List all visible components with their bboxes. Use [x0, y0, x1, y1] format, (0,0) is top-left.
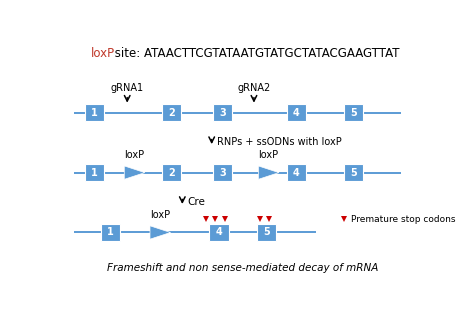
Polygon shape	[150, 226, 171, 239]
FancyBboxPatch shape	[287, 164, 306, 181]
Text: 1: 1	[91, 108, 98, 118]
Text: 1: 1	[107, 227, 114, 238]
Text: 5: 5	[264, 227, 270, 238]
Text: 4: 4	[216, 227, 222, 238]
Text: loxP: loxP	[259, 150, 279, 160]
Text: gRNA2: gRNA2	[237, 83, 271, 93]
FancyBboxPatch shape	[101, 224, 120, 241]
Text: 4: 4	[293, 108, 300, 118]
Text: gRNA1: gRNA1	[110, 83, 144, 93]
Text: 3: 3	[219, 168, 226, 178]
Text: site: ATAACTTCGTATAATGTATGCTATACGAAGTTAT: site: ATAACTTCGTATAATGTATGCTATACGAAGTTAT	[111, 47, 400, 60]
Text: Premature stop codons: Premature stop codons	[351, 215, 456, 224]
Text: 4: 4	[293, 168, 300, 178]
FancyBboxPatch shape	[344, 164, 363, 181]
FancyBboxPatch shape	[257, 224, 276, 241]
FancyBboxPatch shape	[213, 164, 232, 181]
Polygon shape	[258, 166, 279, 179]
FancyBboxPatch shape	[287, 104, 306, 121]
Text: loxP: loxP	[150, 210, 170, 220]
Text: loxP: loxP	[91, 47, 115, 60]
FancyBboxPatch shape	[84, 104, 104, 121]
FancyBboxPatch shape	[162, 104, 181, 121]
FancyBboxPatch shape	[210, 224, 228, 241]
FancyBboxPatch shape	[213, 104, 232, 121]
Polygon shape	[124, 166, 145, 179]
Text: 2: 2	[168, 108, 174, 118]
Text: Frameshift and non sense-mediated decay of mRNA: Frameshift and non sense-mediated decay …	[107, 263, 379, 273]
Text: loxP: loxP	[125, 150, 145, 160]
Text: 3: 3	[219, 108, 226, 118]
Text: Cre: Cre	[188, 197, 206, 207]
Text: 5: 5	[350, 108, 356, 118]
Text: 5: 5	[350, 168, 356, 178]
FancyBboxPatch shape	[84, 164, 104, 181]
Text: 2: 2	[168, 168, 174, 178]
Text: RNPs + ssODNs with loxP: RNPs + ssODNs with loxP	[217, 137, 342, 147]
FancyBboxPatch shape	[162, 164, 181, 181]
Text: 1: 1	[91, 168, 98, 178]
FancyBboxPatch shape	[344, 104, 363, 121]
